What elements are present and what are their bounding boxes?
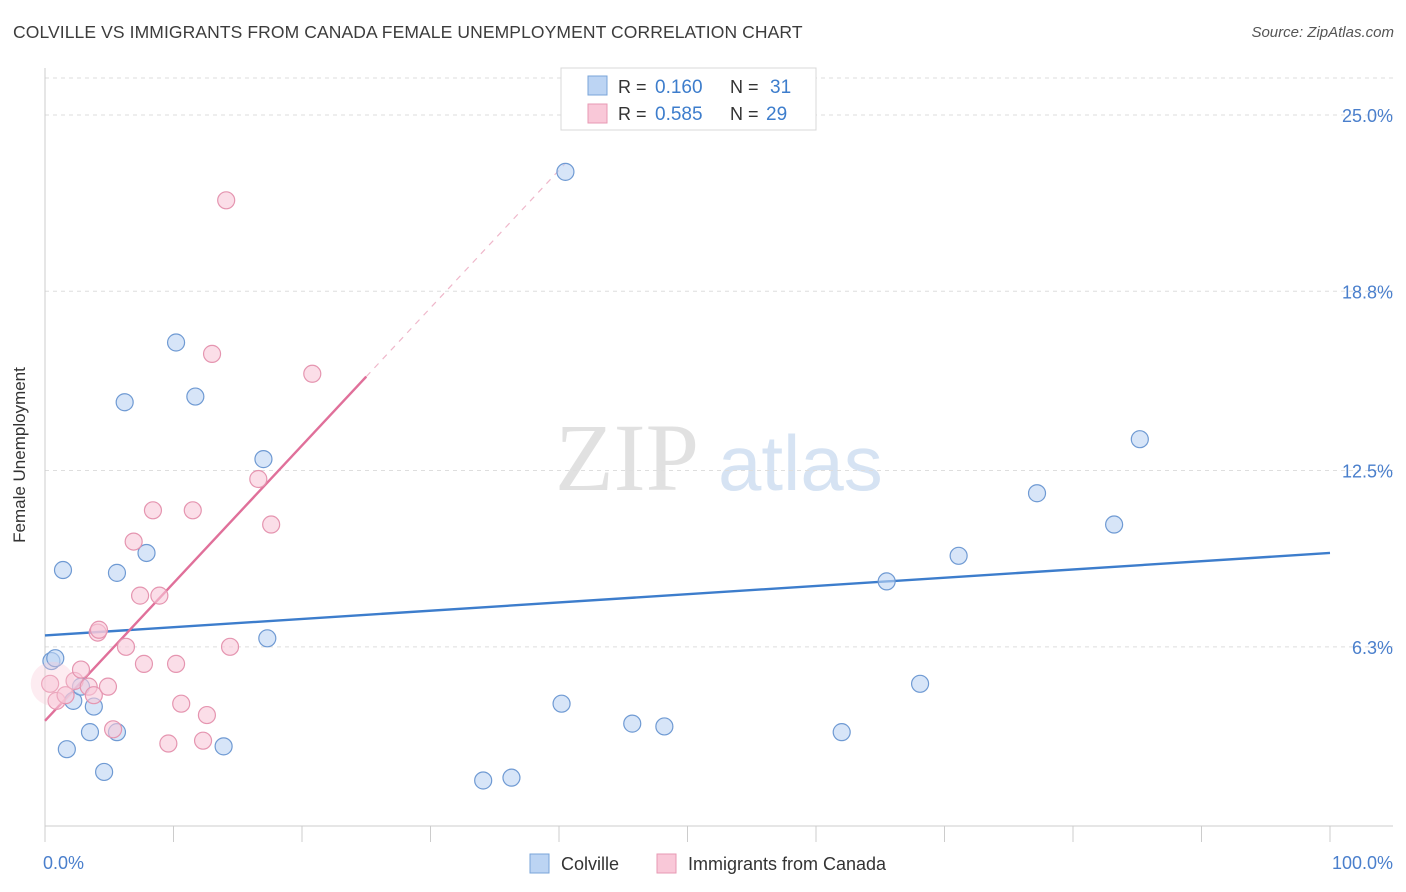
legend-r-value-1: 0.160 <box>655 77 703 98</box>
legend-n-label-2: N = <box>730 104 759 124</box>
point-colville <box>910 674 930 693</box>
point-colville <box>80 723 100 742</box>
point-canada <box>71 660 91 679</box>
point-colville <box>1027 484 1047 503</box>
point-canada <box>172 694 191 713</box>
point-canada <box>41 674 60 693</box>
point-colville <box>107 563 127 582</box>
legend-swatch-canada <box>587 103 608 124</box>
point-colville <box>166 333 186 352</box>
point-colville <box>623 714 642 733</box>
y-tick-label: 18.8% <box>1342 282 1393 302</box>
point-colville <box>655 717 674 736</box>
watermark-zip: ZIP <box>555 404 699 511</box>
legend-bottom-label-canada: Immigrants from Canada <box>688 854 887 874</box>
point-colville <box>57 740 76 759</box>
legend-bottom-swatch-colville <box>529 853 550 874</box>
point-canada <box>143 501 163 520</box>
point-canada <box>134 654 154 673</box>
point-canada <box>183 501 202 520</box>
chart-title: COLVILLE VS IMMIGRANTS FROM CANADA FEMAL… <box>13 22 803 42</box>
legend-bottom: Colville Immigrants from Canada <box>529 853 887 874</box>
point-colville <box>552 694 571 713</box>
point-canada <box>159 734 178 753</box>
legend-n-value-1: 31 <box>770 77 791 98</box>
tick-labels: 6.3% 12.5% 18.8% 25.0% 0.0% 100.0% <box>43 106 1393 873</box>
point-canada <box>193 731 213 750</box>
trend-lines <box>44 162 1331 722</box>
point-canada <box>116 637 136 656</box>
point-canada <box>197 705 217 725</box>
point-canada <box>84 686 103 705</box>
point-canada <box>249 469 268 489</box>
point-canada <box>150 586 169 605</box>
y-tick-label: 6.3% <box>1352 638 1393 658</box>
x-tick-label: 100.0% <box>1332 853 1393 873</box>
point-colville <box>95 762 114 782</box>
point-colville <box>502 768 521 787</box>
source-credit: Source: ZipAtlas.com <box>1251 24 1394 41</box>
trend-line-canada-extension <box>365 162 566 378</box>
axes <box>44 68 1393 842</box>
point-canada <box>166 654 186 673</box>
legend-r-label-2: R = <box>618 104 647 124</box>
point-colville <box>832 723 851 742</box>
point-colville <box>115 393 134 412</box>
legend-top: R = 0.160 N = 31 R = 0.585 N = 29 <box>560 67 817 131</box>
trend-line-canada <box>44 375 368 722</box>
point-colville <box>556 162 575 181</box>
point-colville <box>186 387 205 406</box>
point-canada <box>89 620 109 639</box>
point-colville <box>53 560 73 580</box>
point-colville <box>474 771 493 790</box>
point-canada <box>262 515 281 534</box>
legend-n-label-1: N = <box>730 77 759 97</box>
point-canada <box>98 677 118 696</box>
point-colville <box>46 649 65 668</box>
point-colville <box>949 546 968 565</box>
legend-bottom-swatch-canada <box>656 853 677 874</box>
point-canada <box>303 364 322 383</box>
x-tick-label: 0.0% <box>43 853 84 873</box>
point-colville <box>1130 430 1149 449</box>
point-canada <box>130 586 150 605</box>
point-canada <box>220 637 240 656</box>
point-cluster-canada <box>30 661 75 706</box>
legend-bottom-label-colville: Colville <box>561 854 619 874</box>
watermark-atlas: atlas <box>718 419 883 507</box>
point-canada <box>56 686 75 705</box>
point-colville <box>877 572 896 591</box>
point-colville <box>137 543 156 563</box>
y-tick-label: 25.0% <box>1342 106 1393 126</box>
legend-r-label-1: R = <box>618 77 647 97</box>
point-colville <box>254 450 273 469</box>
point-canada <box>104 720 123 739</box>
point-colville <box>214 737 233 756</box>
point-canada <box>217 191 236 210</box>
point-colville <box>1105 515 1124 534</box>
point-colville <box>258 629 277 648</box>
trend-line-colville <box>44 551 1331 637</box>
point-canada <box>202 344 222 363</box>
watermark: ZIP atlas <box>555 404 883 511</box>
legend-swatch-colville <box>587 75 608 96</box>
legend-r-value-2: 0.585 <box>655 104 703 125</box>
data-points <box>30 162 1149 790</box>
point-canada <box>124 532 143 551</box>
legend-n-value-2: 29 <box>766 104 787 125</box>
y-tick-label: 12.5% <box>1342 461 1393 481</box>
